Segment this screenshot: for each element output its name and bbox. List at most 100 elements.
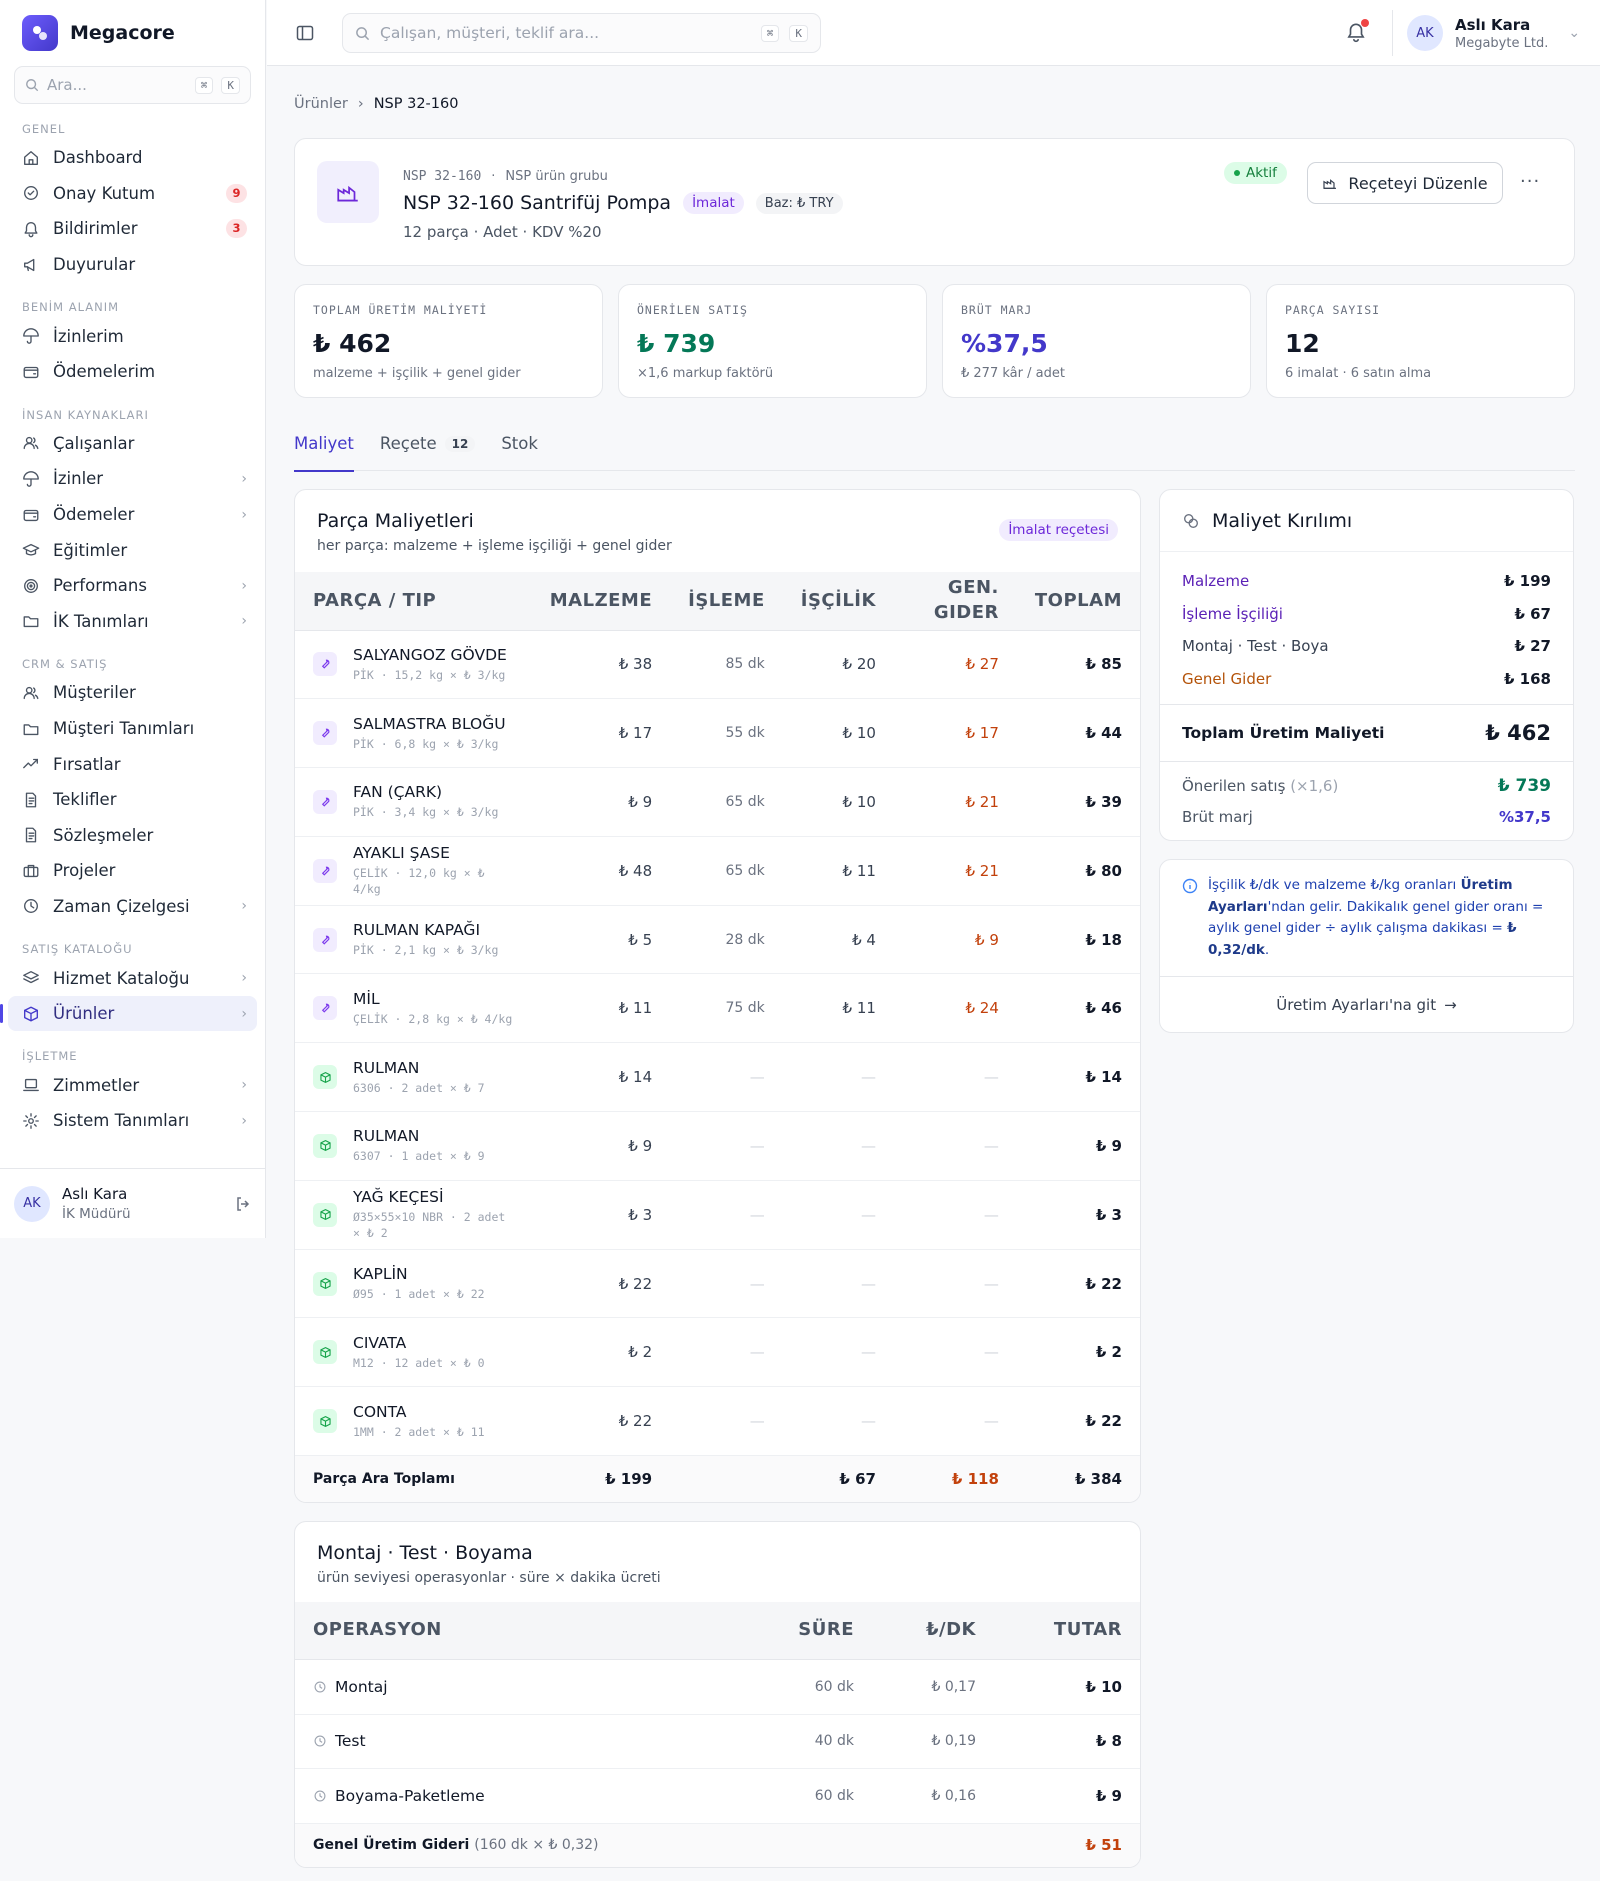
table-row[interactable]: KAPLİN Ø95 · 1 adet × ₺ 22 ₺ 22— — — ₺ 22	[295, 1249, 1140, 1319]
sidebar-item-onay-kutum[interactable]: Onay Kutum 9	[0, 176, 265, 212]
col-operation[interactable]: OPERASYON	[295, 1601, 732, 1661]
sidebar-item-bildirimler[interactable]: Bildirimler 3	[0, 211, 265, 247]
tab-stok[interactable]: Stok	[501, 416, 538, 471]
table-row[interactable]: Test 40 dk ₺ 0,19 ₺ 8	[295, 1714, 1140, 1770]
sidebar-item-teklifler[interactable]: Teklifler	[0, 782, 265, 818]
table-row[interactable]: Boyama-Paketleme 60 dk ₺ 0,16 ₺ 9	[295, 1768, 1140, 1824]
sidebar-item-müşteriler[interactable]: Müşteriler	[0, 675, 265, 711]
target-icon	[22, 577, 40, 595]
product-group[interactable]: NSP ürün grubu	[505, 169, 608, 184]
nav-group-title: İŞLETME	[22, 1049, 78, 1064]
sidebar-item-performans[interactable]: Performans ›	[0, 568, 265, 604]
table-row[interactable]: RULMAN 6307 · 1 adet × ₺ 9 ₺ 9— — — ₺ 9	[295, 1111, 1140, 1181]
table-row[interactable]: RULMAN 6306 · 2 adet × ₺ 7 ₺ 14— — — ₺ 14	[295, 1042, 1140, 1113]
sidebar-search-input[interactable]: Ara... ⌘ K	[14, 66, 251, 104]
table-row[interactable]: CONTA 1MM · 2 adet × ₺ 11 ₺ 22— — — ₺ 22	[295, 1386, 1140, 1457]
edit-recipe-button[interactable]: Reçeteyi Düzenle	[1307, 162, 1503, 204]
sidebar-item-sistem-tanımları[interactable]: Sistem Tanımları ›	[0, 1103, 265, 1139]
base-currency-tag: Baz: ₺ TRY	[755, 192, 843, 214]
part-material: ₺ 38	[531, 630, 671, 700]
sidebar-item-ödemeler[interactable]: Ödemeler ›	[0, 497, 265, 533]
sidebar-item-zimmetler[interactable]: Zimmetler ›	[0, 1067, 265, 1103]
table-row[interactable]: CIVATA M12 · 12 adet × ₺ 0 ₺ 2— — — ₺ 2	[295, 1317, 1140, 1388]
breakdown-row: İşleme İşçiliği ₺ 67	[1160, 598, 1573, 631]
part-process: 75 dk	[670, 973, 783, 1044]
sidebar-item-projeler[interactable]: Projeler	[0, 853, 265, 889]
col-labor[interactable]: İŞÇİLİK	[782, 572, 894, 631]
part-spec: 6306 · 2 adet × ₺ 7	[353, 1080, 485, 1095]
part-process: —	[670, 1386, 783, 1457]
logout-icon[interactable]	[235, 1196, 251, 1212]
product-subtitle: 12 parça · Adet · KDV %20	[403, 223, 602, 241]
tab-reçete[interactable]: Reçete 12	[380, 416, 476, 471]
col-part[interactable]: PARÇA / TIP	[295, 572, 532, 631]
sidebar-item-çalışanlar[interactable]: Çalışanlar	[0, 426, 265, 462]
breakdown-rows: Malzeme ₺ 199 İşleme İşçiliği ₺ 67 Montaj · …	[1160, 552, 1573, 704]
part-spec: PİK · 2,1 kg × ₺ 3/kg	[353, 943, 499, 958]
production-settings-link[interactable]: Üretim Ayarları'na git →	[1160, 977, 1573, 1032]
sidebar-item-sözleşmeler[interactable]: Sözleşmeler	[0, 818, 265, 854]
sidebar-toggle-icon[interactable]	[295, 23, 315, 43]
col-total[interactable]: TOPLAM	[1016, 572, 1140, 631]
col-material[interactable]: MALZEME	[531, 572, 671, 631]
global-search-input[interactable]: Çalışan, müşteri, teklif ara... ⌘ K	[342, 13, 821, 53]
sidebar-item-label: Dashboard	[53, 148, 143, 168]
sidebar-item-duyurular[interactable]: Duyurular	[0, 247, 265, 283]
sidebar-item-fırsatlar[interactable]: Fırsatlar	[0, 746, 265, 782]
more-options-button[interactable]: ···	[1520, 171, 1541, 192]
part-labor: —	[782, 1249, 894, 1319]
tab-maliyet[interactable]: Maliyet	[294, 416, 354, 472]
breadcrumb-parent[interactable]: Ürünler	[294, 96, 348, 112]
table-row[interactable]: YAĞ KEÇESİ Ø35×55×10 NBR · 2 adet × ₺ 2 ₺ …	[295, 1180, 1140, 1250]
col-amount[interactable]: TUTAR	[994, 1601, 1140, 1661]
chevron-right-icon: ›	[241, 613, 247, 630]
sidebar-item-zaman-çizelgesi[interactable]: Zaman Çizelgesi ›	[0, 889, 265, 925]
breakdown-value: ₺ 27	[1514, 637, 1551, 656]
table-row[interactable]: RULMAN KAPAĞI PİK · 2,1 kg × ₺ 3/kg ₺ 5 28 …	[295, 905, 1140, 975]
operation-cell: Boyama-Paketleme	[295, 1768, 732, 1824]
sidebar-item-i-zinlerim[interactable]: İzinlerim	[0, 318, 265, 354]
brand-logo-icon	[22, 15, 58, 51]
sidebar-item-dashboard[interactable]: Dashboard	[0, 140, 265, 176]
table-row[interactable]: SALMASTRA BLOĞU PİK · 6,8 kg × ₺ 3/kg ₺ 17…	[295, 698, 1140, 769]
table-row[interactable]: SALYANGOZ GÖVDE PİK · 15,2 kg × ₺ 3/kg ₺ 3…	[295, 630, 1140, 700]
stat-label: ÖNERİLEN SATIŞ	[637, 303, 748, 317]
sidebar-item-label: Bildirimler	[53, 219, 138, 239]
sidebar-item-ödemelerim[interactable]: Ödemelerim	[0, 354, 265, 390]
product-tabs: Maliyet Reçete 12 Stok	[294, 416, 1575, 472]
part-spec: Ø35×55×10 NBR · 2 adet × ₺ 2	[353, 1210, 506, 1241]
avatar[interactable]: AK	[14, 1185, 50, 1222]
wrench-icon	[313, 927, 337, 952]
operation-cell: Test	[295, 1714, 732, 1770]
table-row[interactable]: AYAKLI ŞASE ÇELİK · 12,0 kg × ₺ 4/kg ₺ 48 6…	[295, 836, 1140, 906]
notifications-button[interactable]	[1345, 19, 1369, 45]
table-row[interactable]: Montaj 60 dk ₺ 0,17 ₺ 10	[295, 1659, 1140, 1715]
part-name: FAN (ÇARK)	[353, 783, 443, 802]
table-row[interactable]: MİL ÇELİK · 2,8 kg × ₺ 4/kg ₺ 11 75 dk ₺ 11 ₺…	[295, 973, 1140, 1044]
sidebar-item-eğitimler[interactable]: Eğitimler	[0, 532, 265, 568]
col-overhead[interactable]: GEN. GIDER	[893, 572, 1017, 631]
breakdown-row: Genel Gider ₺ 168	[1160, 663, 1573, 696]
status-badge: Aktif	[1224, 162, 1287, 184]
operations-card: Montaj · Test · Boyama ürün seviyesi ope…	[294, 1520, 1141, 1869]
chevron-right-icon: ›	[241, 1112, 247, 1129]
sidebar-item-i-zinler[interactable]: İzinler ›	[0, 461, 265, 497]
col-rate[interactable]: ₺/DK	[872, 1601, 994, 1661]
note-text-2: 'ndan gelir. Dakikalık genel gider oranı…	[1208, 898, 1544, 937]
sidebar-item-i-k-tanımları[interactable]: İK Tanımları ›	[0, 604, 265, 640]
col-process[interactable]: İŞLEME	[670, 572, 783, 631]
brand[interactable]: Megacore	[0, 0, 265, 66]
part-process: 65 dk	[670, 767, 783, 837]
chevron-right-icon: ›	[241, 470, 247, 487]
user-menu[interactable]: AK Aslı Kara Megabyte Ltd. ⌄	[1407, 15, 1580, 51]
sidebar-item-hizmet-kataloğu[interactable]: Hizmet Kataloğu ›	[0, 960, 265, 996]
sidebar-item-müşteri-tanımları[interactable]: Müşteri Tanımları	[0, 711, 265, 747]
count-badge: 3	[226, 219, 247, 239]
sidebar-item-ürünler[interactable]: Ürünler ›	[0, 995, 257, 1032]
col-duration[interactable]: SÜRE	[732, 1601, 872, 1661]
sidebar-item-label: Duyurular	[53, 255, 136, 275]
clock-icon	[22, 897, 40, 915]
sidebar-item-label: Sözleşmeler	[53, 825, 154, 845]
part-name: YAĞ KEÇESİ	[353, 1188, 444, 1207]
table-row[interactable]: FAN (ÇARK) PİK · 3,4 kg × ₺ 3/kg ₺ 9 65 dk ₺…	[295, 767, 1140, 837]
